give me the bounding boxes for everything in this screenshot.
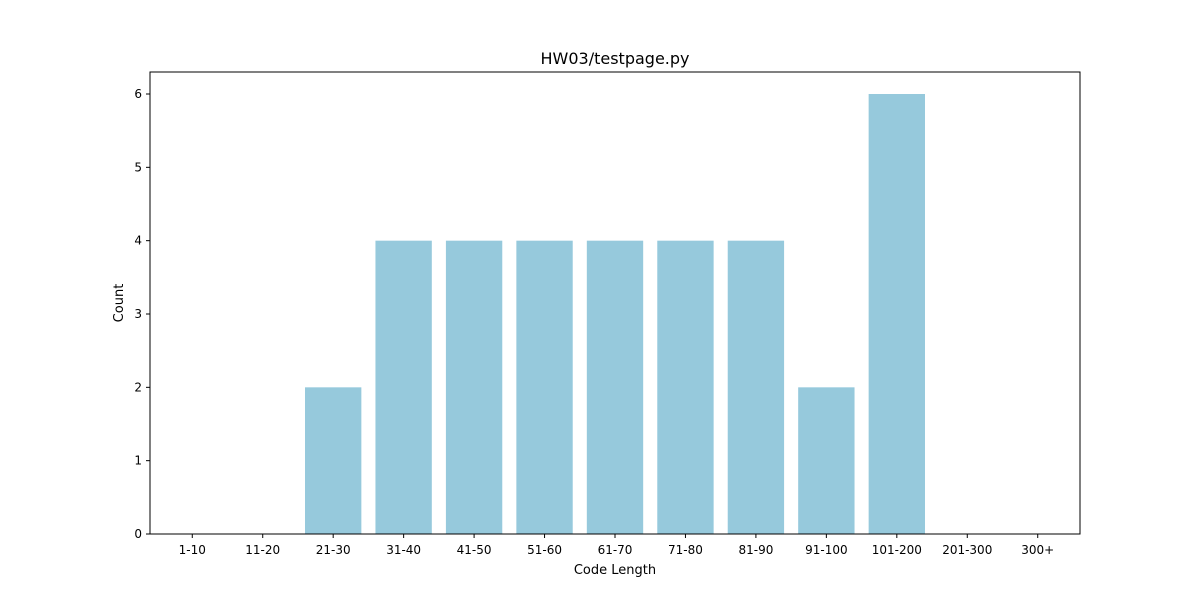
bars-group	[305, 94, 925, 535]
bar-101-200	[868, 94, 925, 534]
y-axis-ticks: 0 1 2 3 4 5 6	[134, 87, 150, 541]
x-tick-label: 81-90	[738, 543, 773, 557]
chart-title: HW03/testpage.py	[541, 49, 690, 68]
bar-21-30	[305, 387, 362, 534]
x-axis-label: Code Length	[574, 563, 656, 578]
bar-31-40	[375, 240, 432, 535]
x-tick-label: 300+	[1021, 543, 1054, 557]
bar-71-80	[657, 240, 714, 535]
x-tick-label: 31-40	[386, 543, 421, 557]
bar-61-70	[586, 240, 644, 535]
y-tick-label: 2	[134, 380, 142, 394]
x-tick-label: 41-50	[457, 543, 492, 557]
x-tick-label: 91-100	[805, 543, 848, 557]
bar-91-100	[798, 387, 855, 534]
x-tick-label: 21-30	[316, 543, 351, 557]
x-tick-label: 71-80	[668, 543, 703, 557]
y-tick-label: 3	[134, 307, 142, 321]
y-tick-label: 4	[134, 234, 142, 248]
bar-41-50	[445, 240, 503, 535]
x-tick-label: 51-60	[527, 543, 562, 557]
x-tick-label: 201-300	[942, 543, 992, 557]
x-tick-label: 61-70	[598, 543, 633, 557]
bar-81-90	[727, 240, 785, 535]
x-tick-label: 11-20	[245, 543, 280, 557]
x-tick-label: 101-200	[872, 543, 922, 557]
y-tick-label: 1	[134, 454, 142, 468]
x-tick-label: 1-10	[179, 543, 206, 557]
y-tick-label: 6	[134, 87, 142, 101]
y-axis-label: Count	[112, 284, 127, 323]
bar-51-60	[516, 240, 573, 535]
y-tick-label: 0	[134, 527, 142, 541]
y-tick-label: 5	[134, 160, 142, 174]
x-axis-ticks: 1-10 11-20 21-30 31-40 41-50 51-60 61-70 71-80 8…	[179, 534, 1054, 557]
